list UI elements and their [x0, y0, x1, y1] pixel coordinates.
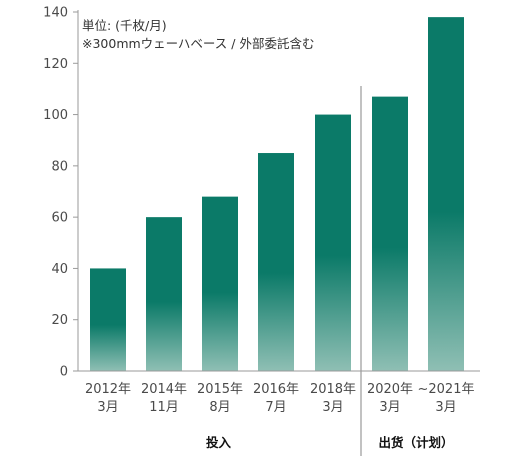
bar	[258, 153, 294, 371]
x-tick-label: 2018年	[310, 382, 356, 397]
x-tick-label: 3月	[97, 400, 118, 415]
bar	[428, 17, 464, 371]
bar	[202, 196, 238, 371]
group-labels: 投入 出货（计划）	[206, 435, 454, 450]
x-axis: 2012年 3月 2014年 11月 2015年 8月 2016年 7月 2018年 3月 2020…	[78, 370, 480, 415]
group-label: 出货（计划）	[378, 435, 453, 450]
x-tick-label: 2012年	[85, 382, 131, 397]
x-tick-label: 11月	[149, 400, 179, 415]
y-tick-label: 100	[43, 108, 68, 123]
x-tick-label: ~2021年	[418, 382, 475, 397]
y-tick-label: 120	[43, 57, 68, 72]
x-tick-label: 2020年	[367, 382, 413, 397]
y-tick-label: 0	[60, 365, 68, 380]
bar	[146, 217, 182, 371]
x-tick-label: 7月	[265, 400, 286, 415]
y-tick-label: 40	[51, 262, 68, 277]
y-tick-label: 60	[51, 211, 68, 226]
x-tick-label: 2015年	[197, 382, 243, 397]
y-tick-label: 20	[51, 313, 68, 328]
x-tick-label: 2014年	[141, 382, 187, 397]
x-tick-label: 3月	[322, 400, 343, 415]
x-tick-label: 3月	[435, 400, 456, 415]
x-tick-label: 2016年	[253, 382, 299, 397]
y-tick-label: 140	[43, 6, 68, 21]
bar	[90, 268, 126, 371]
bar	[372, 96, 408, 371]
bar	[315, 114, 351, 372]
y-tick-label: 80	[51, 159, 68, 174]
y-axis: 0 20 40 60 80 100 120 140	[43, 6, 79, 380]
group-label: 投入	[206, 435, 232, 450]
x-tick-label: 8月	[209, 400, 230, 415]
unit-note: 単位: (千枚/月)	[82, 18, 167, 33]
bars	[90, 17, 464, 456]
x-tick-label: 3月	[379, 400, 400, 415]
wafer-basis-note: ※300mmウェーハベース / 外部委託含む	[82, 36, 314, 51]
